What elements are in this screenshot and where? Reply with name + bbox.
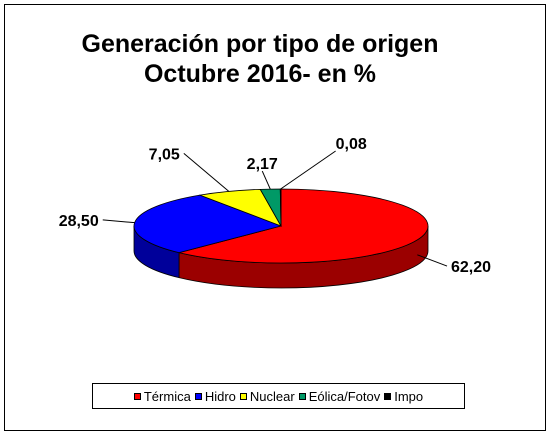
- legend-item-termica: Térmica: [133, 388, 191, 404]
- data-label-termica: 62,20: [451, 259, 491, 276]
- data-label-hidro: 28,50: [59, 213, 99, 230]
- chart-title: Generación por tipo de origen: [81, 30, 439, 58]
- leader-line-eolica-fotov: [261, 170, 271, 190]
- pie-slice-termica: [178, 188, 429, 264]
- data-label-impo: 0,08: [336, 136, 367, 153]
- chart-subtitle: Octubre 2016- en %: [143, 60, 377, 88]
- legend-label-eolica: Eólica/Fotov: [308, 388, 381, 404]
- legend-label-nuclear: Nuclear: [249, 388, 295, 404]
- data-label-eolica-fotov: 2,17: [247, 156, 278, 173]
- legend-swatch-nuclear: [239, 392, 247, 400]
- legend-item-impo: Impo: [384, 389, 423, 404]
- pie-slice-hidro: [133, 194, 283, 254]
- leader-line-hidro: [102, 219, 135, 224]
- legend-swatch-termica: [133, 392, 141, 400]
- legend-swatch-impo: [384, 392, 392, 400]
- legend-item-nuclear: Nuclear: [239, 388, 295, 404]
- legend-item-eolica: Eólica/Fotov: [298, 388, 381, 404]
- leader-line-impo: [280, 150, 336, 190]
- legend-swatch-eolica: [298, 392, 306, 400]
- legend-label-hidro: Hidro: [204, 388, 236, 404]
- leader-line-termica: [417, 254, 448, 267]
- legend-label-impo: Impo: [394, 388, 424, 404]
- legend-swatch-hidro: [194, 392, 202, 400]
- legend-label-termica: Térmica: [143, 388, 191, 404]
- data-label-nuclear: 7,05: [149, 146, 180, 163]
- leader-line-nuclear: [183, 153, 230, 192]
- legend: Térmica Hidro Nuclear Eólica/Fotov Impo: [92, 383, 465, 409]
- legend-item-hidro: Hidro: [194, 388, 236, 404]
